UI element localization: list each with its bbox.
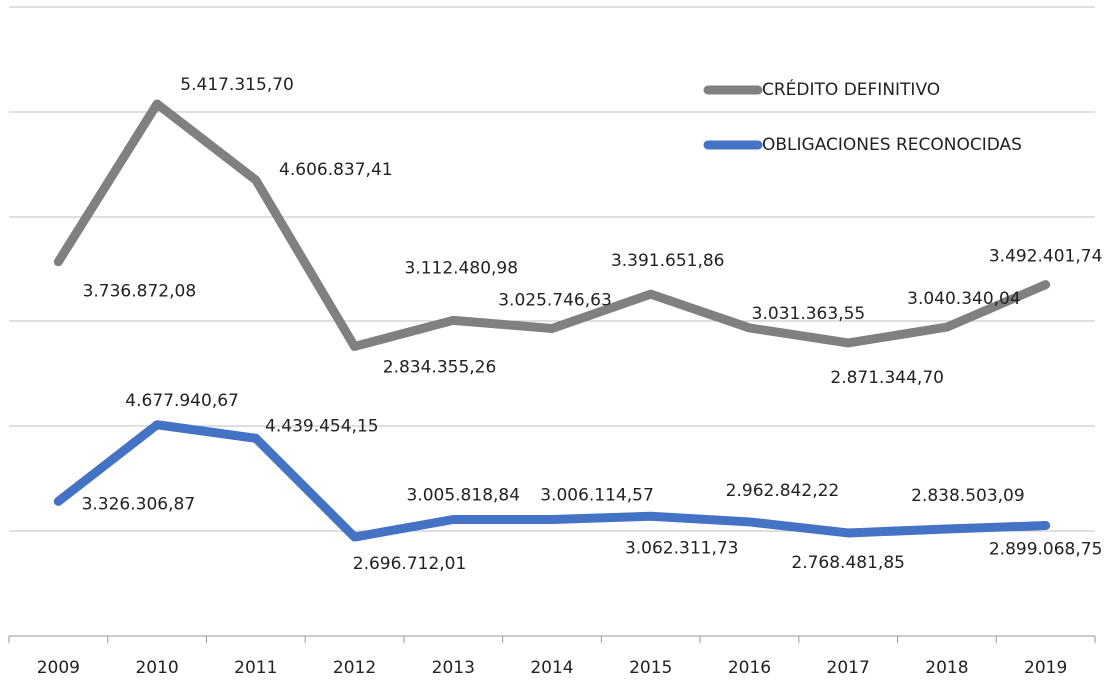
data-label: 3.031.363,55 <box>752 304 866 324</box>
x-tick-label: 2013 <box>432 658 475 678</box>
x-tick-label: 2017 <box>827 658 870 678</box>
x-tick-label: 2018 <box>925 658 968 678</box>
data-label: 3.062.311,73 <box>625 538 739 558</box>
data-label: 2.962.842,22 <box>726 481 840 501</box>
x-tick-label: 2011 <box>234 658 277 678</box>
data-label: 2.768.481,85 <box>791 553 905 573</box>
data-label: 3.326.306,87 <box>82 494 196 514</box>
data-label: 2.696.712,01 <box>353 554 467 574</box>
data-label: 2.899.068,75 <box>989 540 1103 560</box>
data-label: 3.736.872,08 <box>83 282 197 302</box>
data-label: 3.005.818,84 <box>406 486 520 506</box>
data-label: 3.391.651,86 <box>611 251 725 271</box>
data-label: 3.025.746,63 <box>498 290 612 310</box>
x-tick-label: 2016 <box>728 658 771 678</box>
data-label: 3.492.401,74 <box>989 247 1103 267</box>
data-label: 4.677.940,67 <box>125 391 239 411</box>
x-tick-label: 2009 <box>37 658 80 678</box>
series-line <box>53 99 1051 351</box>
data-label: 2.871.344,70 <box>830 368 944 388</box>
data-label: 4.439.454,15 <box>265 416 379 436</box>
x-tick-label: 2010 <box>135 658 178 678</box>
data-label: 2.834.355,26 <box>383 357 497 377</box>
series-line <box>53 420 1051 542</box>
legend-label: CRÉDITO DEFINITIVO <box>762 78 940 100</box>
legend-label: OBLIGACIONES RECONOCIDAS <box>762 135 1022 155</box>
x-tick-label: 2015 <box>629 658 672 678</box>
grid <box>9 6 1095 637</box>
x-tick-label: 2012 <box>333 658 376 678</box>
x-tick-label: 2014 <box>530 658 573 678</box>
data-label: 4.606.837,41 <box>279 160 393 180</box>
data-label: 3.112.480,98 <box>404 258 518 278</box>
data-label: 5.417.315,70 <box>180 75 294 95</box>
data-label: 2.838.503,09 <box>911 486 1025 506</box>
x-tick-label: 2019 <box>1024 658 1067 678</box>
data-label: 3.006.114,57 <box>540 485 654 505</box>
data-label: 3.040.340,04 <box>907 289 1021 309</box>
